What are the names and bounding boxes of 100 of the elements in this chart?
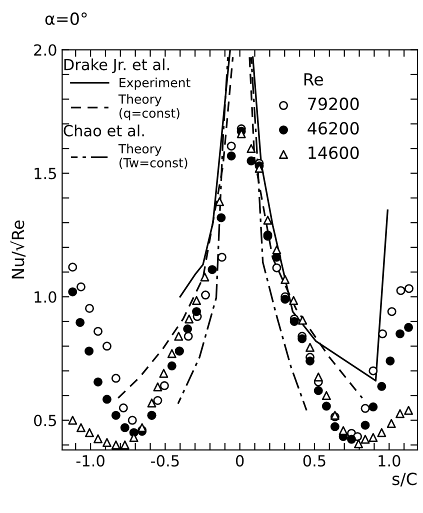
point	[338, 426, 348, 436]
point	[68, 287, 78, 296]
point	[226, 151, 236, 160]
point	[153, 396, 162, 405]
point	[84, 346, 94, 356]
y-tick-label: 2.0	[34, 44, 56, 56]
point	[76, 423, 86, 432]
point	[85, 428, 94, 438]
annotation: Drake Jr. et al.	[64, 58, 169, 74]
point	[102, 438, 112, 447]
legend-label: Theory (q=const)	[118, 94, 180, 120]
legend-label: 79200	[308, 98, 359, 110]
point	[147, 398, 156, 408]
point	[347, 434, 356, 444]
point	[111, 410, 120, 420]
point	[153, 382, 162, 392]
point	[192, 296, 202, 305]
point	[102, 394, 112, 404]
legend-label: Experiment	[120, 78, 190, 90]
point	[386, 418, 396, 428]
point	[183, 324, 192, 334]
point	[246, 156, 256, 166]
point	[387, 307, 396, 316]
point	[85, 304, 94, 313]
point	[298, 316, 308, 325]
point	[111, 440, 120, 450]
point	[118, 403, 128, 412]
point	[354, 439, 364, 448]
x-tick-label: 0	[236, 455, 244, 467]
point	[174, 332, 184, 341]
point	[208, 265, 217, 274]
point	[396, 409, 405, 418]
point	[246, 144, 256, 154]
point	[192, 307, 202, 316]
point	[201, 290, 210, 300]
point	[377, 428, 386, 438]
annotation: Chao et al.	[64, 124, 144, 136]
point	[396, 329, 405, 338]
point	[263, 216, 272, 225]
point	[200, 272, 210, 282]
point	[184, 332, 193, 341]
point	[272, 263, 282, 272]
legend-label: 46200	[308, 122, 359, 135]
point	[377, 382, 386, 391]
point	[330, 422, 340, 432]
legend-title: Re	[304, 73, 324, 86]
point	[68, 262, 78, 272]
point	[76, 282, 86, 292]
point	[289, 296, 298, 305]
point	[314, 372, 323, 382]
point	[184, 314, 194, 324]
point	[111, 374, 120, 383]
point	[68, 416, 78, 425]
point	[128, 416, 137, 425]
point	[120, 423, 130, 432]
x-tick-label: -0.5	[151, 455, 179, 467]
point	[120, 440, 130, 450]
point	[378, 329, 388, 338]
point	[94, 377, 103, 386]
point	[226, 142, 236, 151]
point	[280, 294, 290, 304]
point	[159, 368, 168, 378]
point	[404, 406, 414, 415]
point	[360, 420, 370, 430]
point	[404, 284, 414, 294]
point	[216, 213, 226, 222]
x-axis-title: s/C	[392, 472, 417, 487]
point	[396, 286, 406, 296]
x-tick-label: -1.0	[76, 455, 104, 467]
chart-title: α=0°	[45, 12, 87, 25]
x-tick-label: 0.5	[303, 455, 326, 467]
point	[76, 318, 85, 327]
point	[306, 356, 315, 366]
point	[322, 402, 331, 411]
legend-label: Theory (Tw=const)	[118, 144, 188, 169]
point	[322, 391, 331, 400]
point	[306, 342, 315, 352]
point	[368, 402, 378, 412]
point	[360, 404, 370, 413]
point	[280, 274, 290, 284]
y-tick-label: 1.0	[34, 291, 56, 303]
point	[360, 434, 370, 444]
point	[290, 316, 299, 326]
y-tick-label: 0.5	[34, 414, 56, 426]
x-tick-label: 1.0	[378, 455, 400, 467]
point	[368, 433, 378, 442]
point	[94, 326, 103, 336]
point	[314, 386, 323, 396]
point	[272, 245, 282, 254]
y-tick-label: 1.5	[34, 168, 56, 180]
y-axis-title: Nu/√Re	[10, 220, 26, 278]
point	[404, 322, 414, 332]
point	[167, 361, 176, 370]
point	[102, 342, 112, 351]
point	[368, 366, 378, 376]
point	[160, 381, 169, 390]
point	[386, 356, 395, 366]
legend-label: 14600	[308, 146, 359, 160]
point	[167, 349, 176, 358]
point	[217, 252, 226, 262]
